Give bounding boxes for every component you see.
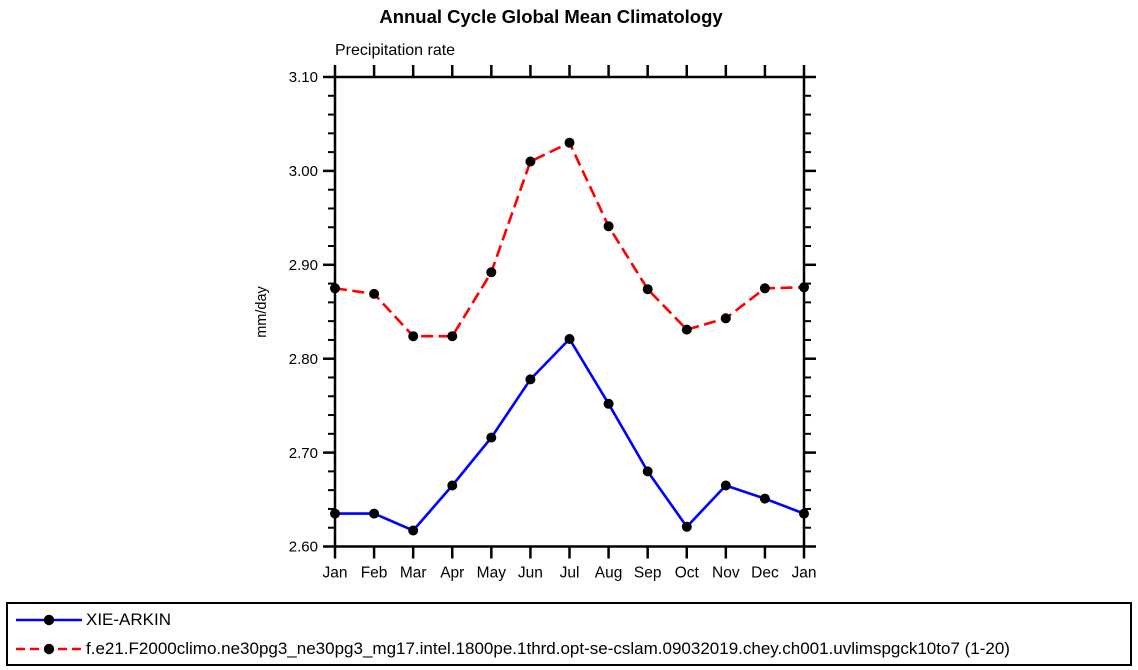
data-point-marker bbox=[720, 480, 731, 491]
y-tick-label: 2.80 bbox=[289, 351, 318, 368]
data-point-marker bbox=[603, 398, 614, 409]
series-line-1 bbox=[334, 140, 805, 338]
data-point-marker bbox=[642, 284, 653, 295]
data-point-marker bbox=[525, 374, 536, 385]
data-point-marker bbox=[408, 331, 419, 342]
y-tick-label: 2.70 bbox=[289, 445, 318, 462]
plot-area: Annual Cycle Global Mean Climatology Pre… bbox=[254, 6, 817, 582]
legend-sample-line-0 bbox=[16, 614, 82, 625]
x-tick-label: Apr bbox=[440, 565, 464, 582]
data-point-marker bbox=[330, 508, 340, 519]
data-point-marker bbox=[759, 493, 770, 504]
chart-title: Annual Cycle Global Mean Climatology bbox=[379, 6, 723, 27]
legend-sample-line-1 bbox=[16, 643, 82, 654]
legend-label: XIE-ARKIN bbox=[86, 609, 172, 629]
y-tick-label: 3.10 bbox=[289, 69, 318, 86]
data-point-marker bbox=[447, 480, 458, 491]
data-point-marker bbox=[681, 521, 692, 532]
data-point-marker bbox=[799, 508, 809, 519]
x-tick-label: May bbox=[477, 565, 507, 582]
y-tick-label: 3.00 bbox=[289, 163, 318, 180]
axes: 2.60 2.70 2.80 2.90 3.00 3.10 Jan Feb Mar Apr May J… bbox=[289, 65, 817, 582]
data-point-marker bbox=[525, 156, 536, 167]
x-tick-label: Jun bbox=[518, 565, 543, 582]
data-point-marker bbox=[681, 324, 692, 335]
legend-marker-icon bbox=[43, 614, 55, 625]
legend-marker-icon bbox=[43, 643, 55, 654]
y-axis-title: mm/day bbox=[254, 285, 270, 337]
series-layer bbox=[330, 137, 809, 536]
x-tick-label: Jan bbox=[792, 565, 817, 582]
x-tick-label: Sep bbox=[634, 565, 662, 582]
data-point-marker bbox=[369, 508, 380, 519]
x-tick-label: Feb bbox=[361, 565, 388, 582]
x-tick-label: Nov bbox=[712, 565, 740, 582]
x-tick-label: Oct bbox=[675, 565, 700, 582]
data-point-marker bbox=[369, 288, 380, 299]
x-tick-label: Dec bbox=[751, 565, 779, 582]
legend-item-xie-arkin: XIE-ARKIN bbox=[8, 605, 1130, 634]
series-line-0 bbox=[335, 336, 805, 533]
x-tick-label: Jan bbox=[323, 565, 348, 582]
data-point-marker bbox=[799, 282, 809, 293]
data-point-marker bbox=[408, 525, 419, 536]
legend-label: f.e21.F2000climo.ne30pg3_ne30pg3_mg17.in… bbox=[86, 638, 1010, 658]
x-tick-label: Jul bbox=[560, 565, 580, 582]
y-tick-label: 2.90 bbox=[289, 257, 318, 274]
data-point-marker bbox=[759, 283, 770, 294]
data-point-marker bbox=[564, 334, 575, 344]
legend-box: XIE-ARKIN f.e21.F2000climo.ne30pg3_ne30p… bbox=[6, 602, 1132, 666]
y-tick-label: 2.60 bbox=[289, 539, 318, 556]
data-point-marker bbox=[486, 267, 497, 278]
data-point-marker bbox=[720, 313, 731, 324]
data-point-marker bbox=[642, 466, 653, 477]
data-point-marker bbox=[564, 137, 575, 148]
data-point-marker bbox=[330, 283, 340, 294]
data-point-marker bbox=[603, 221, 614, 232]
x-tick-label: Aug bbox=[595, 565, 623, 582]
legend-item-model-run: f.e21.F2000climo.ne30pg3_ne30pg3_mg17.in… bbox=[8, 634, 1130, 663]
data-point-marker bbox=[447, 331, 458, 342]
x-tick-label: Mar bbox=[400, 565, 427, 582]
chart-subtitle: Precipitation rate bbox=[335, 42, 455, 59]
data-point-marker bbox=[486, 432, 497, 443]
